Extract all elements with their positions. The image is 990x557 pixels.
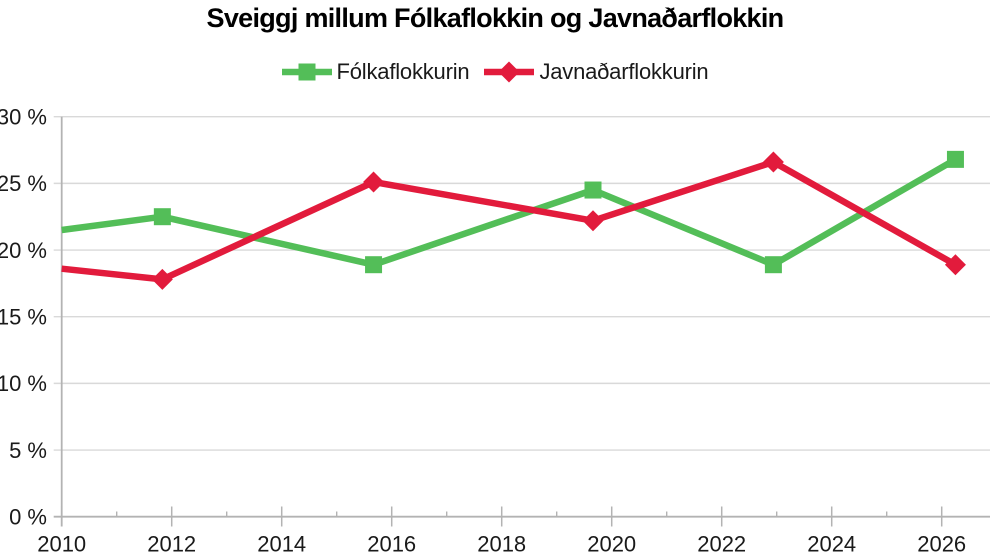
y-tick-label: 0 % (9, 505, 47, 530)
y-tick-label: 10 % (0, 371, 47, 396)
data-point-diamond-javna-arflokkurin (151, 268, 173, 290)
x-tick-label: 2022 (697, 532, 746, 557)
x-tick-label: 2020 (587, 532, 636, 557)
x-tick-label: 2010 (37, 532, 86, 557)
legend-label: Fólkaflokkurin (336, 59, 470, 84)
data-point-square-f-lkaflokkurin (584, 181, 602, 199)
x-tick-label: 2016 (367, 532, 416, 557)
data-point-square-f-lkaflokkurin (365, 256, 383, 274)
data-point-diamond-javna-arflokkurin (762, 151, 784, 173)
data-point-square-f-lkaflokkurin (153, 208, 171, 226)
legend-marker-diamond-icon (484, 61, 535, 83)
series-line-f-lkaflokkurin (61, 156, 958, 268)
legend-label: Javnaðarflokkurin (539, 59, 709, 84)
data-point-diamond-javna-arflokkurin (582, 210, 604, 232)
y-tick-label: 15 % (0, 305, 47, 330)
y-tick-label: 25 % (0, 171, 47, 196)
x-tick-label: 2014 (257, 532, 306, 557)
data-point-diamond-javna-arflokkurin (363, 171, 385, 193)
legend-item-f-lkaflokkurin: Fólkaflokkurin (281, 59, 470, 85)
chart-legend: Fólkaflokkurin Javnaðarflokkurin (0, 56, 990, 88)
data-point-diamond-javna-arflokkurin (944, 254, 966, 276)
y-tick-label: 20 % (0, 238, 47, 263)
data-point-square-f-lkaflokkurin (764, 256, 782, 274)
y-tick-label: 30 % (0, 105, 47, 130)
data-point-square-f-lkaflokkurin (946, 150, 964, 168)
y-tick-label: 5 % (9, 438, 47, 463)
series-line-javna-arflokkurin (61, 158, 958, 283)
legend-item-javna-arflokkurin: Javnaðarflokkurin (484, 59, 709, 85)
x-tick-label: 2024 (807, 532, 856, 557)
chart-title: Sveiggj millum Fólkaflokkin og Javnaðarf… (206, 3, 785, 33)
legend-marker-square-icon (281, 63, 332, 81)
x-tick-label: 2026 (917, 532, 966, 557)
x-tick-label: 2012 (147, 532, 196, 557)
x-tick-label: 2018 (477, 532, 526, 557)
